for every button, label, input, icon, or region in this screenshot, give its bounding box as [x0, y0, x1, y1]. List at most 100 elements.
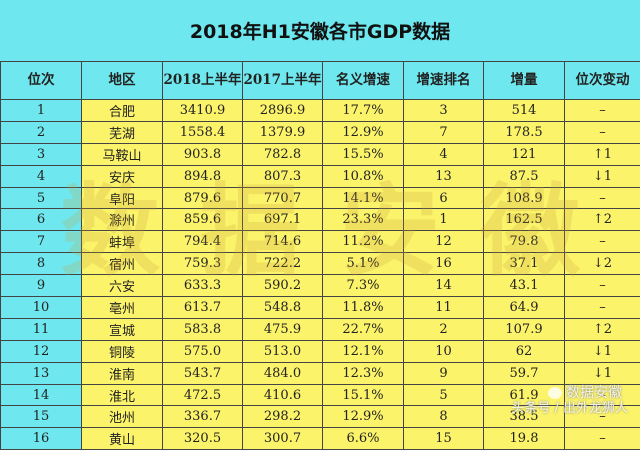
cell-rank-change: ↓1 — [565, 340, 640, 362]
cell-region: 宣城 — [82, 318, 163, 340]
cell-rank-change: – — [565, 121, 640, 143]
col-rank: 位次 — [1, 62, 82, 100]
cell-gdp-2018h1: 320.5 — [163, 428, 243, 450]
cell-increase: 79.8 — [484, 231, 565, 253]
brand-badge: 数据安徽 头条号 / 出外龙狮人 — [511, 385, 622, 417]
cell-rank: 9 — [1, 275, 82, 297]
cell-region: 合肥 — [82, 100, 163, 122]
cell-gdp-2017h1: 782.8 — [243, 143, 323, 165]
cell-rank-change: ↑1 — [565, 143, 640, 165]
cell-rank: 8 — [1, 253, 82, 275]
cell-growth: 15.1% — [323, 384, 404, 406]
cell-rank: 6 — [1, 209, 82, 231]
cell-rank: 5 — [1, 187, 82, 209]
cell-gdp-2017h1: 300.7 — [243, 428, 323, 450]
cell-growth-rank: 11 — [404, 297, 484, 319]
cell-increase: 162.5 — [484, 209, 565, 231]
cell-rank-change: – — [565, 428, 640, 450]
cell-region: 蚌埠 — [82, 231, 163, 253]
cell-increase: 59.7 — [484, 362, 565, 384]
cell-gdp-2017h1: 475.9 — [243, 318, 323, 340]
cell-rank: 14 — [1, 384, 82, 406]
cell-rank: 16 — [1, 428, 82, 450]
cell-gdp-2018h1: 633.3 — [163, 275, 243, 297]
cell-increase: 43.1 — [484, 275, 565, 297]
cell-growth-rank: 4 — [404, 143, 484, 165]
cell-growth: 5.1% — [323, 253, 404, 275]
cell-growth-rank: 7 — [404, 121, 484, 143]
cell-region: 阜阳 — [82, 187, 163, 209]
cell-gdp-2018h1: 794.4 — [163, 231, 243, 253]
cell-gdp-2018h1: 583.8 — [163, 318, 243, 340]
cell-rank: 12 — [1, 340, 82, 362]
wechat-icon — [548, 387, 562, 399]
cell-region: 淮北 — [82, 384, 163, 406]
cell-region: 黄山 — [82, 428, 163, 450]
cell-gdp-2017h1: 410.6 — [243, 384, 323, 406]
cell-gdp-2018h1: 903.8 — [163, 143, 243, 165]
cell-gdp-2017h1: 770.7 — [243, 187, 323, 209]
header-row: 位次 地区 2018上半年 2017上半年 名义增速 增速排名 增量 位次变动 — [1, 62, 640, 100]
cell-growth: 7.3% — [323, 275, 404, 297]
cell-rank-change: ↓1 — [565, 362, 640, 384]
cell-growth: 11.2% — [323, 231, 404, 253]
cell-gdp-2018h1: 759.3 — [163, 253, 243, 275]
cell-gdp-2018h1: 879.6 — [163, 187, 243, 209]
cell-growth: 15.5% — [323, 143, 404, 165]
title-text: 2018年H1安徽各市GDP数据 — [190, 17, 450, 44]
brand-name: 数据安徽 — [566, 385, 622, 401]
cell-growth-rank: 9 — [404, 362, 484, 384]
cell-increase: 64.9 — [484, 297, 565, 319]
cell-region: 马鞍山 — [82, 143, 163, 165]
cell-increase: 87.5 — [484, 165, 565, 187]
cell-rank: 1 — [1, 100, 82, 122]
cell-rank: 4 — [1, 165, 82, 187]
cell-rank: 13 — [1, 362, 82, 384]
col-increase: 增量 — [484, 62, 565, 100]
cell-region: 六安 — [82, 275, 163, 297]
cell-region: 淮南 — [82, 362, 163, 384]
cell-growth: 12.9% — [323, 121, 404, 143]
brand-source: 头条号 / 出外龙狮人 — [511, 401, 628, 417]
cell-increase: 121 — [484, 143, 565, 165]
cell-gdp-2018h1: 543.7 — [163, 362, 243, 384]
cell-increase: 107.9 — [484, 318, 565, 340]
cell-gdp-2017h1: 714.6 — [243, 231, 323, 253]
cell-growth: 11.8% — [323, 297, 404, 319]
col-2017h1: 2017上半年 — [243, 62, 323, 100]
cell-region: 宿州 — [82, 253, 163, 275]
col-2018h1: 2018上半年 — [163, 62, 243, 100]
cell-growth-rank: 1 — [404, 209, 484, 231]
cell-growth: 12.3% — [323, 362, 404, 384]
cell-rank-change: – — [565, 297, 640, 319]
cell-growth-rank: 14 — [404, 275, 484, 297]
cell-gdp-2018h1: 472.5 — [163, 384, 243, 406]
cell-growth-rank: 16 — [404, 253, 484, 275]
cell-gdp-2017h1: 2896.9 — [243, 100, 323, 122]
cell-rank-change: – — [565, 100, 640, 122]
col-rank-change: 位次变动 — [565, 62, 640, 100]
cell-gdp-2017h1: 722.2 — [243, 253, 323, 275]
col-growth: 名义增速 — [323, 62, 404, 100]
cell-rank-change: – — [565, 275, 640, 297]
cell-gdp-2018h1: 859.6 — [163, 209, 243, 231]
cell-rank: 2 — [1, 121, 82, 143]
cell-rank: 10 — [1, 297, 82, 319]
cell-increase: 178.5 — [484, 121, 565, 143]
cell-gdp-2018h1: 1558.4 — [163, 121, 243, 143]
cell-increase: 514 — [484, 100, 565, 122]
cell-region: 滁州 — [82, 209, 163, 231]
cell-increase: 37.1 — [484, 253, 565, 275]
